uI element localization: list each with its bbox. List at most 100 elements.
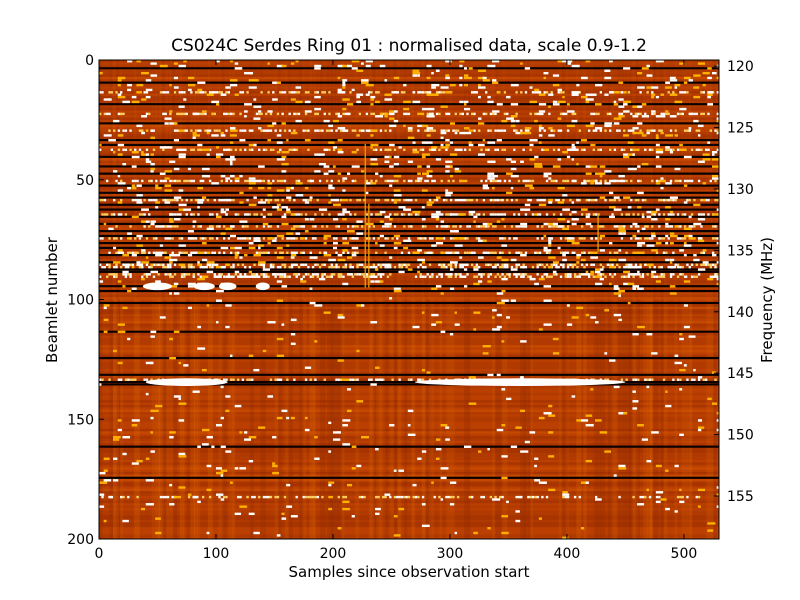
bright-beamlet-pixel (573, 263, 577, 266)
bright-beamlet-pixel (482, 225, 486, 228)
bright-beamlet-pixel (524, 213, 528, 216)
hot-pixel (272, 239, 277, 243)
heatmap-streak (313, 299, 317, 539)
bright-beamlet-pixel (218, 129, 221, 132)
bright-beamlet-pixel (262, 495, 266, 499)
heatmap-row (99, 385, 719, 389)
hot-pixel (164, 237, 172, 240)
bright-beamlet-pixel (328, 265, 331, 269)
hot-pixel (468, 129, 473, 132)
bright-beamlet-pixel (637, 225, 640, 228)
bright-beamlet-pixel (426, 179, 429, 183)
bright-beamlet-pixel (531, 265, 535, 269)
hot-pixel (417, 457, 422, 460)
bright-beamlet-pixel (714, 273, 717, 276)
hot-pixel (590, 251, 598, 254)
bright-beamlet-pixel (332, 273, 336, 276)
hot-pixel (646, 74, 653, 77)
hot-pixel (131, 100, 140, 104)
bright-beamlet-pixel (365, 179, 369, 183)
bright-beamlet-pixel (398, 265, 401, 269)
bright-beamlet-pixel (583, 237, 586, 240)
bright-beamlet-pixel (503, 91, 507, 94)
bright-beamlet-pixel (714, 198, 717, 202)
bright-beamlet-pixel (520, 129, 523, 132)
hot-pixel (421, 261, 426, 264)
hot-pixel (267, 194, 273, 197)
hot-pixel (375, 172, 379, 175)
hot-pixel (431, 86, 436, 89)
hot-pixel (159, 316, 166, 319)
dark-beamlet-band (99, 253, 719, 257)
bright-beamlet-pixel (122, 495, 125, 499)
hot-pixel (552, 165, 561, 168)
bright-beamlet-pixel (129, 129, 132, 132)
hot-pixel (262, 129, 270, 132)
bright-beamlet-pixel (482, 273, 486, 276)
bright-beamlet-pixel (220, 179, 223, 183)
hot-pixel (618, 318, 622, 322)
bright-beamlet-pixel (662, 251, 666, 254)
bright-beamlet-pixel (283, 263, 287, 266)
bright-beamlet-pixel (131, 179, 135, 183)
hot-pixel (557, 117, 562, 120)
hot-pixel (478, 122, 485, 125)
bright-beamlet-pixel (714, 265, 717, 269)
bright-beamlet-pixel (325, 225, 329, 228)
bright-beamlet-pixel (503, 263, 507, 266)
bright-beamlet-pixel (115, 91, 118, 94)
hot-pixel (328, 507, 333, 511)
bright-beamlet-pixel (683, 179, 687, 183)
hot-pixel (566, 124, 575, 128)
bright-beamlet-pixel (424, 237, 427, 240)
bright-beamlet-pixel (178, 179, 181, 183)
heatmap-streak (299, 60, 302, 300)
bright-beamlet-pixel (611, 198, 614, 202)
bright-beamlet-pixel (251, 495, 254, 499)
hot-pixel (548, 455, 555, 458)
bright-beamlet-pixel (674, 179, 677, 183)
hot-pixel (379, 280, 384, 283)
bright-beamlet-pixel (709, 265, 712, 269)
bright-beamlet-pixel (145, 263, 149, 266)
hot-pixel (562, 208, 570, 211)
hot-pixel (290, 251, 297, 254)
bright-beamlet-pixel (377, 273, 380, 276)
hot-pixel (543, 71, 549, 75)
bright-beamlet-pixel (187, 265, 191, 269)
hot-pixel (136, 91, 142, 94)
bright-beamlet-pixel (164, 91, 167, 94)
hot-pixel (501, 531, 509, 535)
bright-beamlet-pixel (702, 263, 705, 266)
hot-pixel (697, 237, 703, 240)
hot-pixel (370, 146, 373, 149)
bright-beamlet-pixel (459, 265, 462, 269)
bright-beamlet-pixel (211, 237, 214, 240)
bright-beamlet-pixel (370, 91, 373, 94)
bright-beamlet-pixel (503, 225, 507, 228)
bright-beamlet-pixel (407, 495, 411, 499)
hot-pixel (290, 237, 296, 240)
hot-pixel (267, 110, 273, 113)
heatmap-row (99, 481, 719, 485)
hot-pixel (524, 127, 532, 130)
hot-pixel (660, 179, 666, 183)
hot-pixel (328, 141, 335, 144)
y2-tick-label: 155 (727, 489, 754, 505)
bright-beamlet-pixel (204, 129, 207, 132)
hot-pixel (482, 184, 488, 187)
hot-pixel (99, 71, 103, 75)
bright-beamlet-pixel (648, 237, 652, 240)
hot-pixel (267, 186, 272, 190)
bright-beamlet-pixel (337, 112, 340, 116)
hot-pixel (169, 218, 173, 221)
heatmap-streak (249, 299, 254, 539)
hot-pixel (159, 172, 166, 175)
hot-pixel (431, 215, 440, 219)
bright-beamlet-pixel (347, 251, 350, 254)
hot-pixel (463, 131, 472, 135)
bright-beamlet-pixel (693, 225, 696, 228)
heatmap-streak (576, 60, 579, 300)
bright-beamlet-pixel (145, 112, 149, 116)
bright-beamlet-pixel (517, 251, 521, 254)
